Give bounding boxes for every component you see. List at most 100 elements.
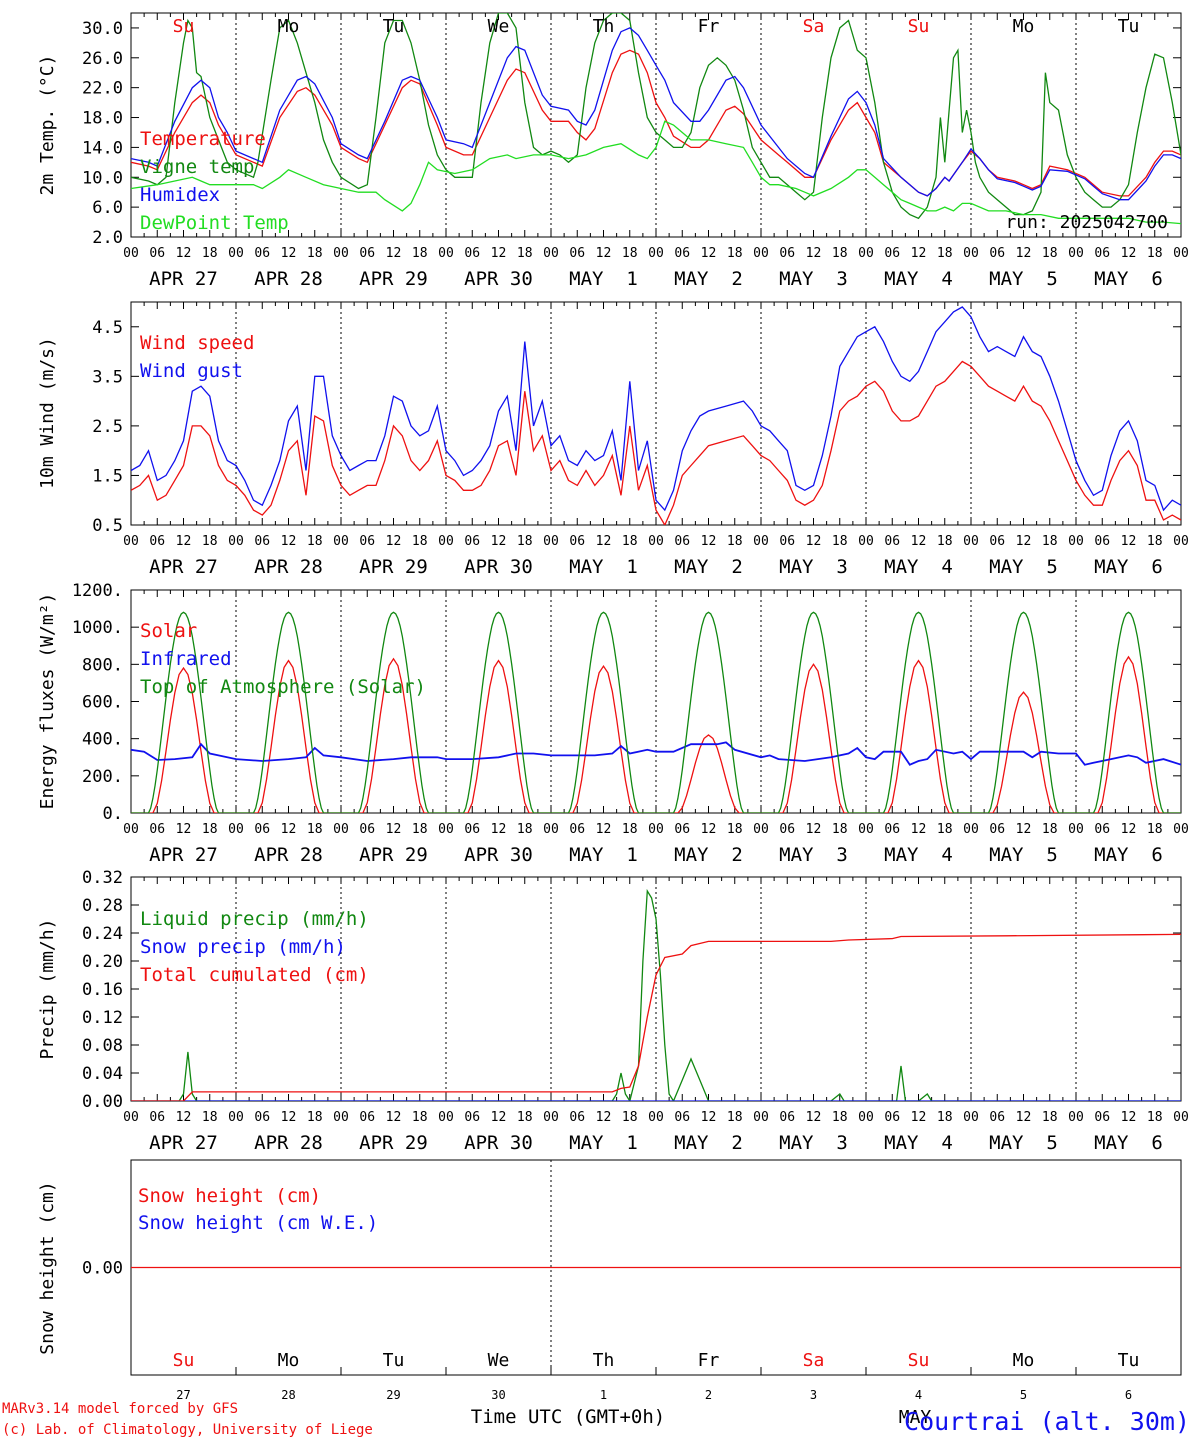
hour-tick-label: 18 [1147,822,1163,837]
hour-tick-label: 06 [569,534,585,549]
hour-tick-label: 12 [386,534,402,549]
legend-entry: Top of Atmosphere (Solar) [140,676,426,698]
panel-5: 0.00 Snow height (cm) Snow height (cm) Snow… [37,1159,1182,1428]
hour-tick-label: 06 [149,822,165,837]
y-tick-label: 1200. [72,581,123,601]
date-label: MAY 4 [884,844,953,866]
hour-tick-label: 12 [281,534,297,549]
credit-lab: (c) Lab. of Climatology, University of L… [2,1422,373,1438]
hour-tick-label: 12 [806,534,822,549]
date-label: APR 28 [254,844,323,866]
legend-entry: Snow height (cm) [138,1185,321,1207]
hour-tick-label: 18 [202,246,218,261]
hour-tick-label: 12 [806,246,822,261]
date-label: MAY 6 [1094,1132,1163,1154]
hour-tick-label: 06 [569,822,585,837]
credit-model: MARv3.14 model forced by GFS [2,1401,238,1417]
hour-tick-label: 18 [202,1110,218,1125]
day-of-week-label: We [488,16,510,37]
date-label: MAY 3 [779,556,848,578]
hour-tick-label: 18 [727,822,743,837]
hour-tick-label: 00 [1068,246,1084,261]
hour-tick-label: 12 [806,822,822,837]
hour-tick-label: 12 [491,534,507,549]
y-axis-label: 2m Temp. (°C) [37,55,58,196]
panel-2: 00 06 12 18 00 06 12 18 00 06 12 18 00 06 12 18 00 06 12 18… [37,301,1189,578]
hour-tick-label: 18 [937,1110,953,1125]
hour-tick-label: 06 [1094,822,1110,837]
hour-tick-label: 00 [438,1110,454,1125]
legend-entry: Vigne temp [140,156,254,178]
hour-tick-label: 18 [1042,822,1058,837]
hour-tick-label: 06 [464,534,480,549]
day-of-week-label: Tu [1118,1350,1140,1371]
y-tick-label: 0.12 [82,1008,123,1028]
hour-tick-label: 06 [359,246,375,261]
y-tick-label: 1000. [72,618,123,638]
date-label: MAY 5 [989,268,1058,290]
date-label: MAY 1 [569,844,638,866]
legend-entry: Total cumulated (cm) [140,964,369,986]
series-line-solar [131,655,1181,813]
hour-tick-label: 06 [149,1110,165,1125]
hour-tick-label: 06 [989,246,1005,261]
hour-tick-label: 18 [832,822,848,837]
y-tick-label: 0.16 [82,980,123,1000]
hour-tick-label: 18 [1147,246,1163,261]
y-tick-label: 0.08 [82,1036,123,1056]
hour-tick-label: 18 [937,246,953,261]
hour-tick-label: 06 [359,1110,375,1125]
y-tick-label: 10.0 [82,168,123,188]
date-label: MAY 5 [989,844,1058,866]
hour-tick-label: 06 [149,534,165,549]
hour-tick-label: 12 [386,246,402,261]
hour-tick-label: 00 [1173,534,1189,549]
day-of-week-label: Su [173,1350,195,1371]
hour-tick-label: 18 [832,534,848,549]
date-label: MAY 6 [1094,268,1163,290]
hour-tick-label: 00 [1173,1110,1189,1125]
y-tick-label: 400. [82,730,123,750]
day-number-label: 5 [1020,1388,1027,1402]
hour-tick-label: 12 [1121,822,1137,837]
y-tick-label: 0.5 [92,516,123,536]
hour-tick-label: 18 [1042,534,1058,549]
hour-tick-label: 12 [806,1110,822,1125]
date-label: MAY 1 [569,556,638,578]
hour-tick-label: 12 [1121,246,1137,261]
hour-tick-label: 00 [333,246,349,261]
hour-tick-label: 12 [176,534,192,549]
date-label: APR 27 [149,268,218,290]
month-label: MAY [899,1407,932,1428]
hour-tick-label: 18 [307,822,323,837]
hour-tick-label: 12 [701,246,717,261]
day-of-week-label: Th [593,16,615,37]
y-tick-label: 18.0 [82,109,123,129]
y-tick-label: 0. [103,804,123,824]
hour-tick-label: 06 [674,822,690,837]
date-label: APR 30 [464,844,533,866]
hour-tick-label: 12 [596,822,612,837]
date-label: APR 27 [149,1132,218,1154]
hour-tick-label: 18 [412,246,428,261]
hour-tick-label: 06 [884,1110,900,1125]
hour-tick-label: 00 [1068,822,1084,837]
y-tick-label: 26.0 [82,49,123,69]
date-label: APR 27 [149,844,218,866]
y-tick-label: 6.0 [92,198,123,218]
day-of-week-label: We [488,1350,510,1371]
day-of-week-label: Mo [278,16,300,37]
hour-tick-label: 18 [937,534,953,549]
hour-tick-label: 06 [674,534,690,549]
hour-tick-label: 00 [963,246,979,261]
hour-tick-label: 00 [543,1110,559,1125]
hour-tick-label: 00 [228,246,244,261]
hour-tick-label: 18 [622,822,638,837]
y-tick-label: 0.24 [82,924,123,944]
day-number-label: 28 [281,1388,295,1402]
hour-tick-label: 12 [911,246,927,261]
hour-tick-label: 00 [753,534,769,549]
y-tick-label: 1.5 [92,466,123,486]
hour-tick-label: 00 [123,534,139,549]
